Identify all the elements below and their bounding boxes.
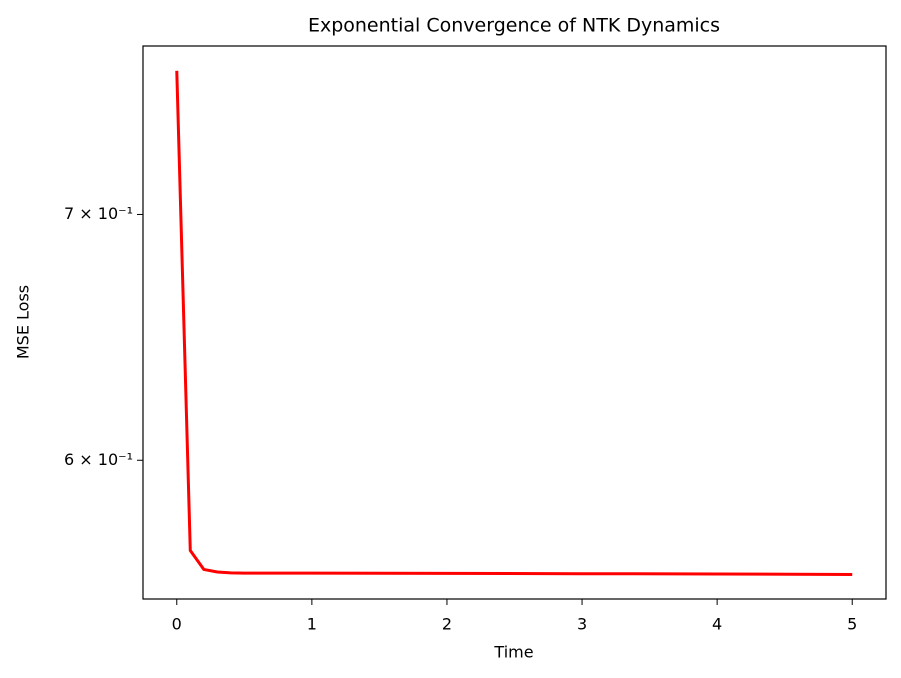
- y-tick-label: 7 × 10⁻¹: [64, 204, 133, 223]
- x-tick-label: 1: [307, 615, 317, 634]
- x-tick-label: 4: [712, 615, 722, 634]
- y-axis-label: MSE Loss: [14, 285, 33, 359]
- x-tick-label: 3: [577, 615, 587, 634]
- x-tick-label: 2: [442, 615, 452, 634]
- y-tick-label: 6 × 10⁻¹: [64, 450, 133, 469]
- x-axis-label: Time: [493, 643, 533, 662]
- x-tick-label: 5: [847, 615, 857, 634]
- chart-title: Exponential Convergence of NTK Dynamics: [308, 15, 720, 37]
- line-series: [175, 70, 853, 577]
- x-tick-label: 0: [172, 615, 182, 634]
- plot-frame: [142, 45, 887, 600]
